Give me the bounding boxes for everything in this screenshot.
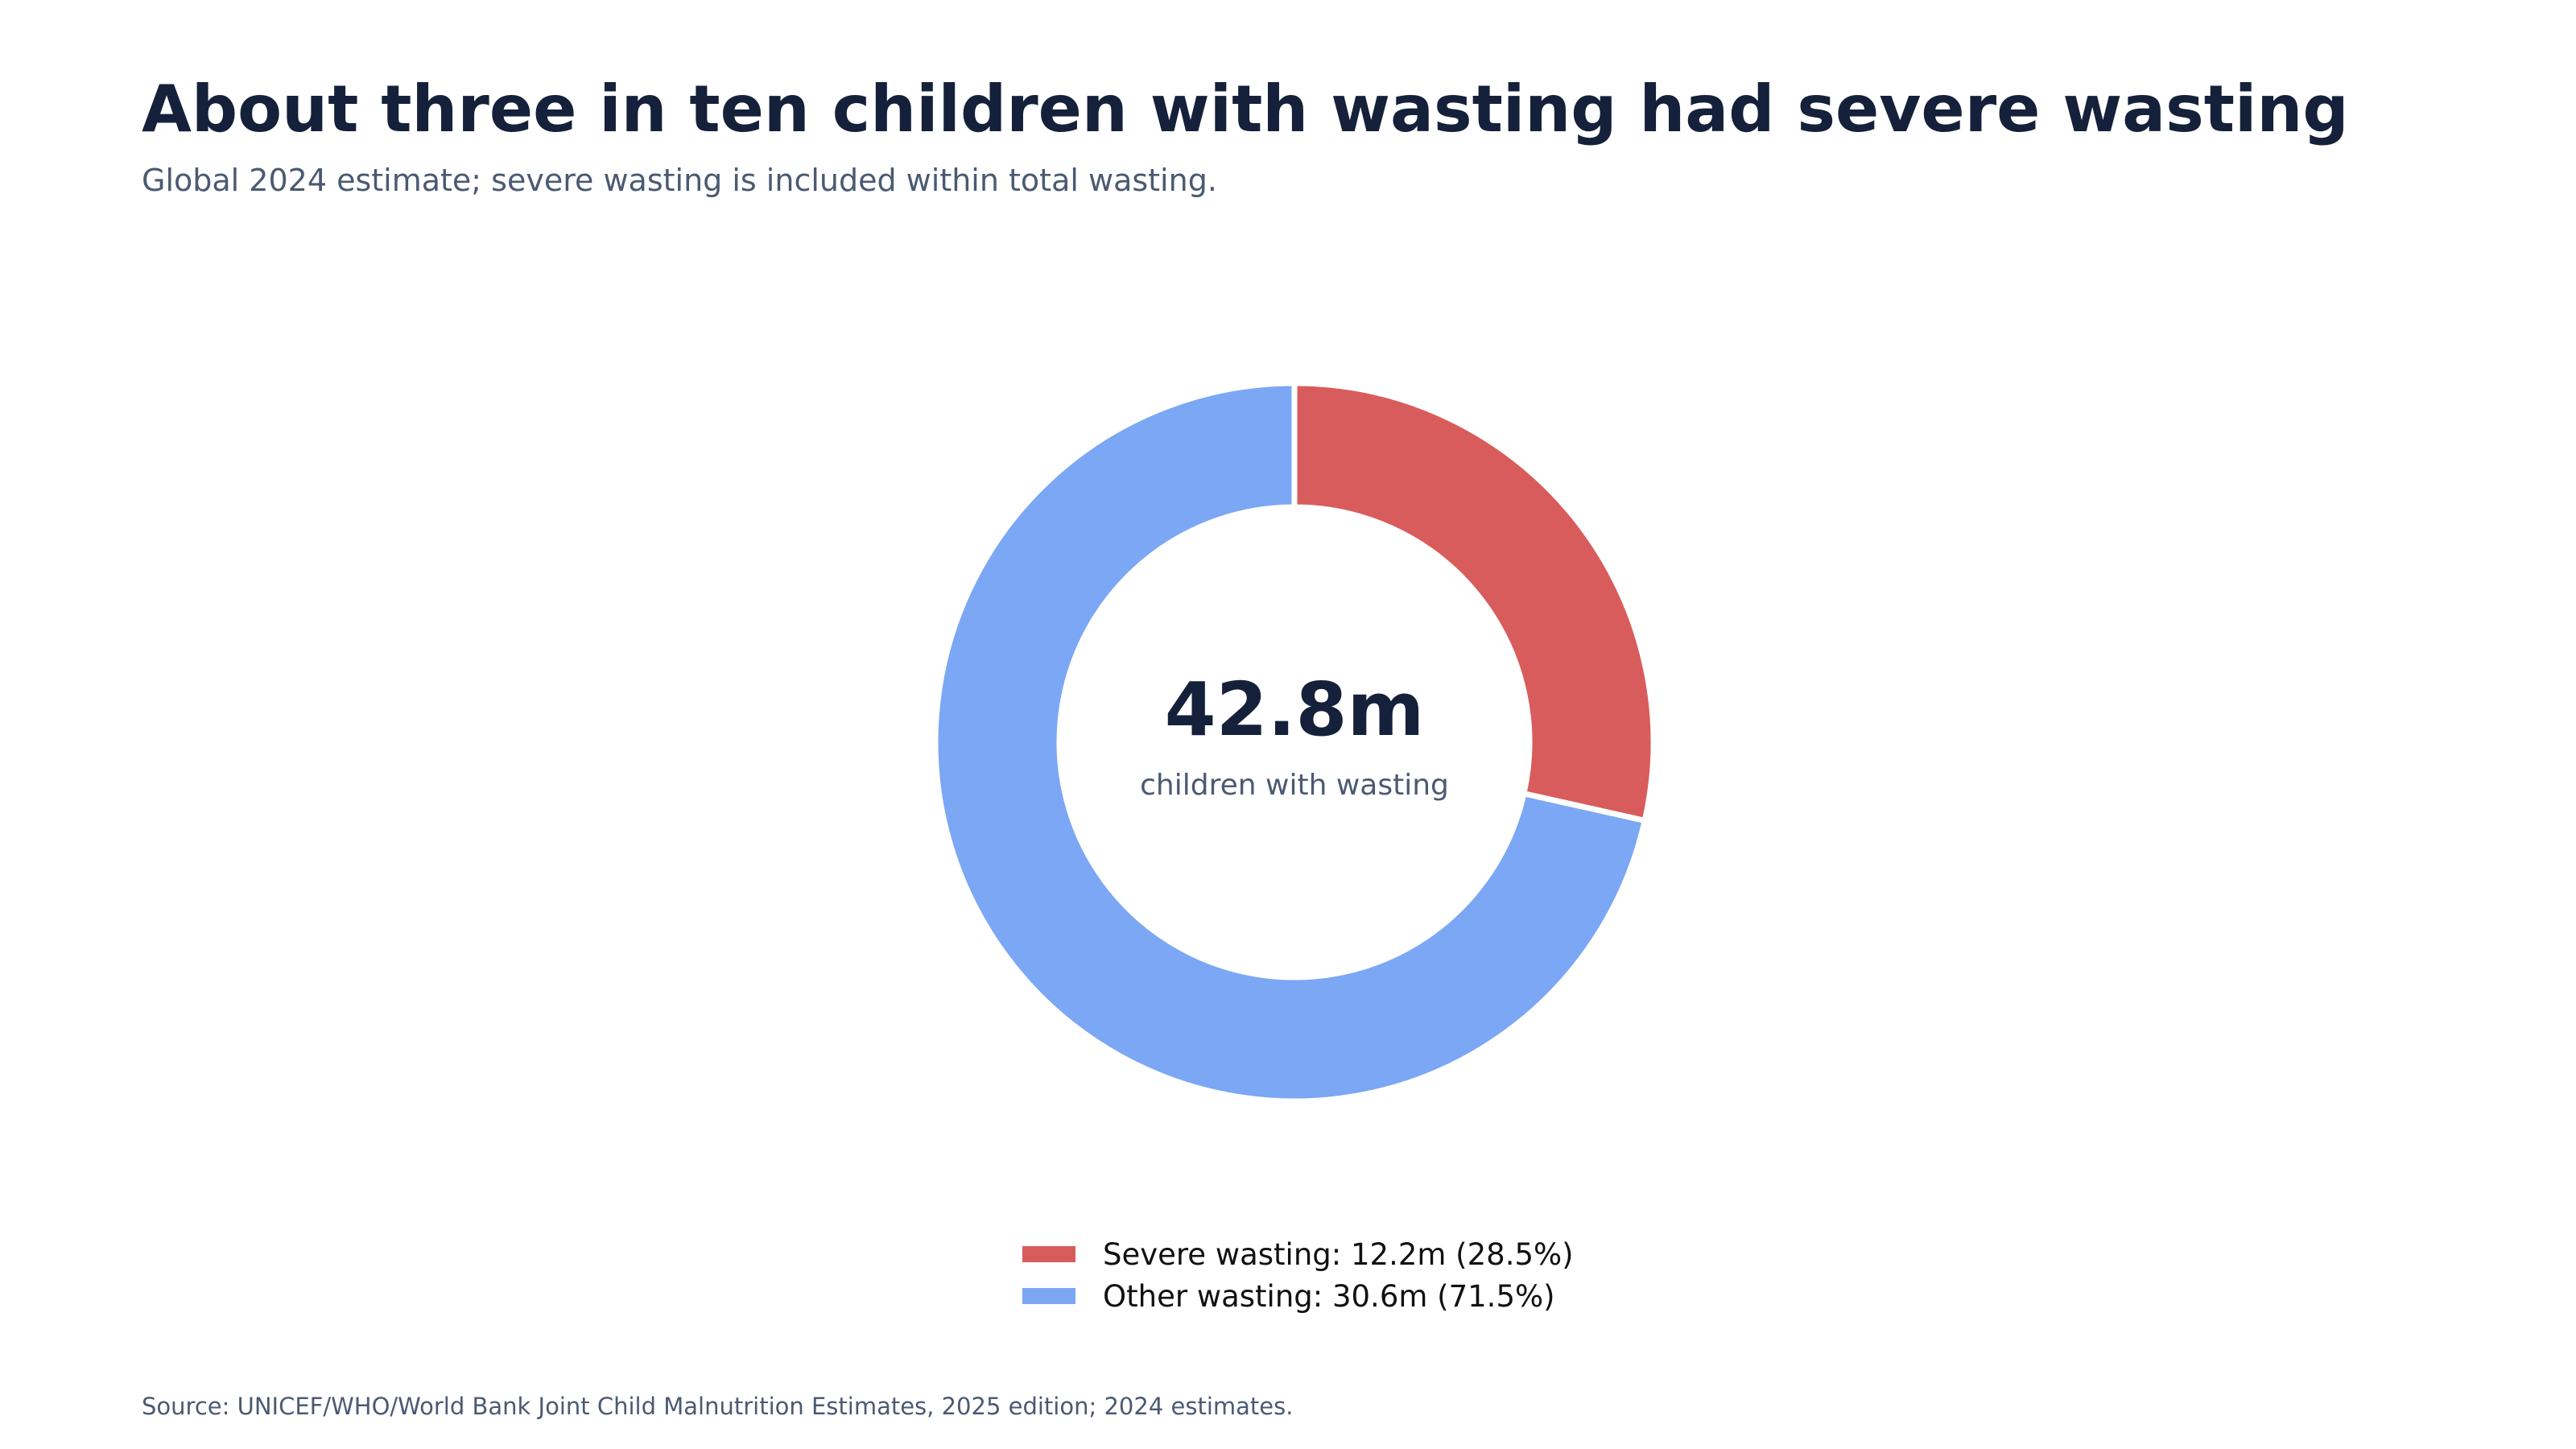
donut-slice-other-wasting xyxy=(932,380,1649,1104)
legend-label-other-wasting: Other wasting: 30.6m (71.5%) xyxy=(1103,1278,1555,1314)
source-note: Source: UNICEF/WHO/World Bank Joint Chil… xyxy=(142,1393,1294,1420)
legend-label-severe-wasting: Severe wasting: 12.2m (28.5%) xyxy=(1103,1236,1574,1272)
center-total-value: 42.8m xyxy=(1165,667,1425,753)
donut-slices xyxy=(932,380,1657,1104)
chart-subtitle: Global 2024 estimate; severe wasting is … xyxy=(142,163,1217,198)
donut-slice-severe-wasting xyxy=(1291,380,1657,824)
legend-swatch-severe-wasting xyxy=(1022,1246,1075,1262)
legend-swatch-other-wasting xyxy=(1022,1288,1075,1304)
center-total-label: children with wasting xyxy=(1140,769,1449,802)
chart-legend: Severe wasting: 12.2m (28.5%) Other wast… xyxy=(1022,1233,1574,1317)
legend-item-other-wasting: Other wasting: 30.6m (71.5%) xyxy=(1022,1275,1574,1317)
chart-title: About three in ten children with wasting… xyxy=(142,72,2349,147)
legend-item-severe-wasting: Severe wasting: 12.2m (28.5%) xyxy=(1022,1233,1574,1275)
